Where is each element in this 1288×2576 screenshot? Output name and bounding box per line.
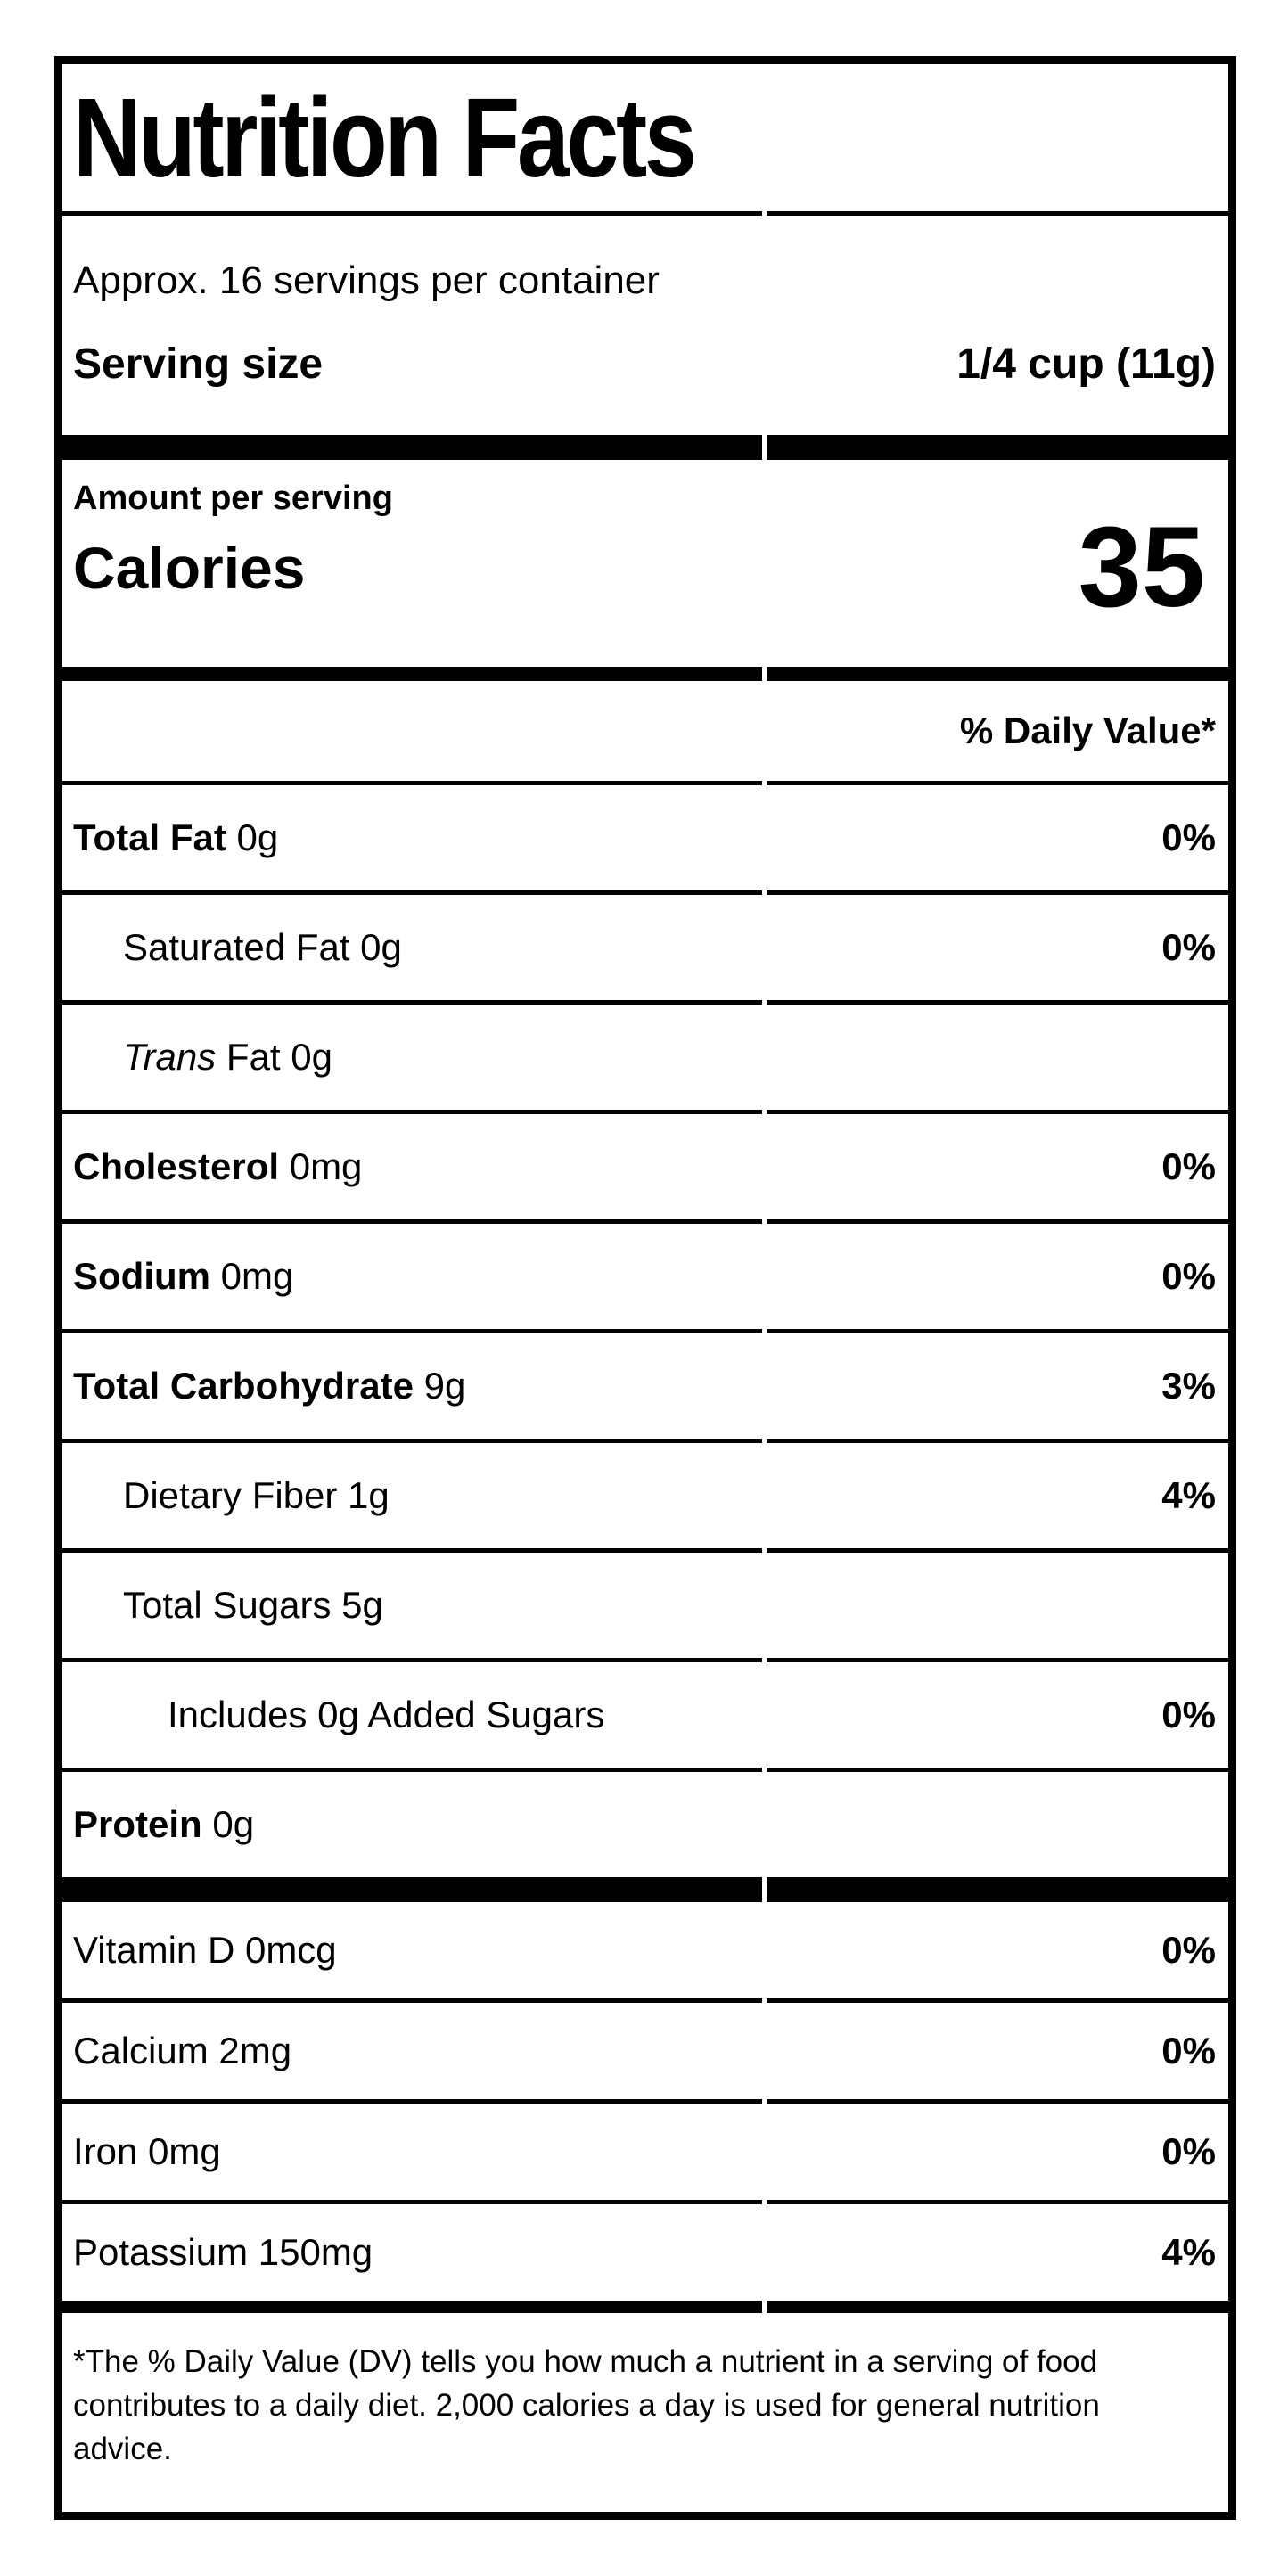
nutrient-name-text: 0mg (279, 1145, 363, 1187)
servings-per-container: Approx. 16 servings per container (73, 258, 660, 302)
daily-value-percent: 0% (1161, 2030, 1216, 2071)
nutrient-name-italic: Trans (123, 1036, 217, 1078)
divider-thin (62, 1998, 1228, 2003)
divider-thin (62, 211, 1228, 216)
label-header: Nutrition Facts (62, 64, 1228, 211)
nutrient-name-bold: Total Carbohydrate (73, 1365, 414, 1407)
divider-thin (62, 1219, 1228, 1224)
divider-thin (62, 2099, 1228, 2104)
divider-thin (62, 890, 1228, 895)
nutrient-name: Iron 0mg (73, 2130, 221, 2172)
nutrient-name: Cholesterol 0mg (73, 1145, 362, 1188)
divider-thin (62, 1329, 1228, 1333)
nutrient-row-total-carbohydrate: Total Carbohydrate 9g 3% (62, 1333, 1228, 1439)
divider-thick (62, 1877, 1228, 1902)
daily-value-percent: 0% (1161, 2130, 1216, 2172)
nutrient-row-total-fat: Total Fat 0g 0% (62, 785, 1228, 890)
label-title: Nutrition Facts (73, 75, 697, 201)
nutrient-name: Calcium 2mg (73, 2030, 292, 2071)
divider-thin (62, 1439, 1228, 1443)
divider-thin (62, 1110, 1228, 1114)
daily-value-percent: 0% (1161, 1694, 1216, 1735)
daily-value-header: % Daily Value* (959, 710, 1216, 751)
daily-value-percent: 0% (1161, 1145, 1216, 1187)
nutrient-row-vitamin-d: Vitamin D 0mcg 0% (62, 1902, 1228, 1998)
divider-thick (62, 435, 1228, 460)
divider-thin (62, 781, 1228, 785)
divider-medium (62, 2301, 1228, 2313)
daily-value-percent: 0% (1161, 1929, 1216, 1971)
nutrient-row-saturated-fat: Saturated Fat 0g 0% (62, 895, 1228, 1000)
serving-info-section: Approx. 16 servings per container Servin… (62, 216, 1228, 435)
nutrient-row-cholesterol: Cholesterol 0mg 0% (62, 1114, 1228, 1219)
nutrient-name: Total Sugars 5g (123, 1584, 383, 1627)
serving-size-row: Serving size 1/4 cup (11g) (73, 340, 1216, 389)
daily-value-percent: 4% (1161, 1474, 1216, 1516)
calories-value: 35 (1078, 504, 1205, 632)
daily-value-percent: 4% (1161, 2231, 1216, 2273)
divider-thin (62, 1658, 1228, 1662)
nutrient-row-sodium: Sodium 0mg 0% (62, 1224, 1228, 1329)
nutrient-row-potassium: Potassium 150mg 4% (62, 2204, 1228, 2301)
nutrient-name-bold: Protein (73, 1803, 202, 1845)
nutrient-row-dietary-fiber: Dietary Fiber 1g 4% (62, 1443, 1228, 1548)
nutrient-name-text: Dietary Fiber 1g (123, 1474, 390, 1516)
amount-per-serving-label: Amount per serving (73, 480, 393, 517)
divider-thin (62, 2200, 1228, 2204)
nutrient-name: Vitamin D 0mcg (73, 1929, 337, 1971)
divider-thin (62, 1000, 1228, 1005)
nutrient-name-text: Saturated Fat 0g (123, 926, 402, 968)
nutrient-name: Potassium 150mg (73, 2231, 373, 2273)
calories-label: Calories (73, 535, 306, 601)
nutrient-row-calcium: Calcium 2mg 0% (62, 2003, 1228, 2099)
daily-value-percent: 3% (1161, 1365, 1216, 1407)
calories-section: Amount per serving Calories 35 (62, 460, 1228, 667)
nutrient-name: Sodium 0mg (73, 1255, 293, 1298)
divider-medium (62, 667, 1228, 681)
serving-size-value: 1/4 cup (11g) (956, 340, 1216, 389)
nutrient-name-bold: Total Fat (73, 816, 226, 858)
nutrient-name: Protein 0g (73, 1803, 254, 1846)
nutrient-name-text: 0g (226, 816, 279, 858)
nutrient-name: Saturated Fat 0g (123, 926, 402, 969)
daily-value-percent: 0% (1161, 926, 1216, 968)
nutrition-facts-label: Nutrition Facts Approx. 16 servings per … (54, 56, 1236, 2520)
divider-thin (62, 1768, 1228, 1772)
footnote-section: *The % Daily Value (DV) tells you how mu… (62, 2313, 1228, 2512)
nutrient-row-trans-fat: Trans Fat 0g (62, 1005, 1228, 1110)
nutrient-name: Trans Fat 0g (123, 1036, 332, 1079)
nutrient-name-bold: Sodium (73, 1255, 210, 1297)
daily-value-percent: 0% (1161, 816, 1216, 858)
daily-value-percent: 0% (1161, 1255, 1216, 1297)
nutrient-row-protein: Protein 0g (62, 1772, 1228, 1877)
nutrient-name-text: 0mg (210, 1255, 294, 1297)
daily-value-header-row: % Daily Value* (62, 681, 1228, 781)
divider-thin (62, 1548, 1228, 1553)
nutrient-name: Total Carbohydrate 9g (73, 1365, 465, 1407)
serving-size-label: Serving size (73, 340, 324, 389)
nutrient-name: Dietary Fiber 1g (123, 1474, 390, 1517)
daily-value-footnote: *The % Daily Value (DV) tells you how mu… (73, 2344, 1100, 2466)
nutrient-row-added-sugars: Includes 0g Added Sugars 0% (62, 1662, 1228, 1768)
nutrient-name: Total Fat 0g (73, 816, 278, 859)
nutrient-name-bold: Cholesterol (73, 1145, 280, 1187)
nutrient-row-iron: Iron 0mg 0% (62, 2104, 1228, 2200)
nutrient-name-text: Fat 0g (216, 1036, 332, 1078)
nutrient-name-text: Includes 0g Added Sugars (168, 1694, 605, 1735)
nutrient-name-text: Total Sugars 5g (123, 1584, 383, 1626)
nutrient-name: Includes 0g Added Sugars (168, 1694, 604, 1736)
nutrient-name-text: 9g (413, 1365, 466, 1407)
nutrient-row-total-sugars: Total Sugars 5g (62, 1553, 1228, 1658)
nutrient-name-text: 0g (201, 1803, 255, 1845)
